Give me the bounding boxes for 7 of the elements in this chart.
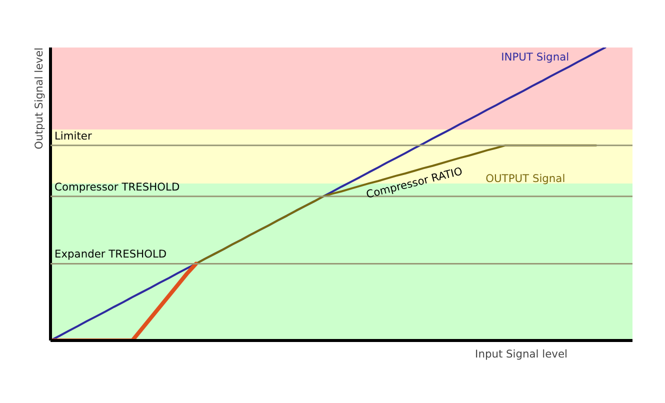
ref-line-label: Expander TRESHOLD: [54, 248, 167, 261]
ref-line-label: Compressor TRESHOLD: [54, 180, 180, 194]
x-axis-title: Input Signal level: [475, 348, 568, 360]
series-label: INPUT Signal: [501, 50, 570, 64]
y-axis-title: Output Signal level: [32, 47, 46, 150]
series-label: OUTPUT Signal: [486, 172, 566, 186]
ref-line-label: Limiter: [54, 129, 92, 142]
